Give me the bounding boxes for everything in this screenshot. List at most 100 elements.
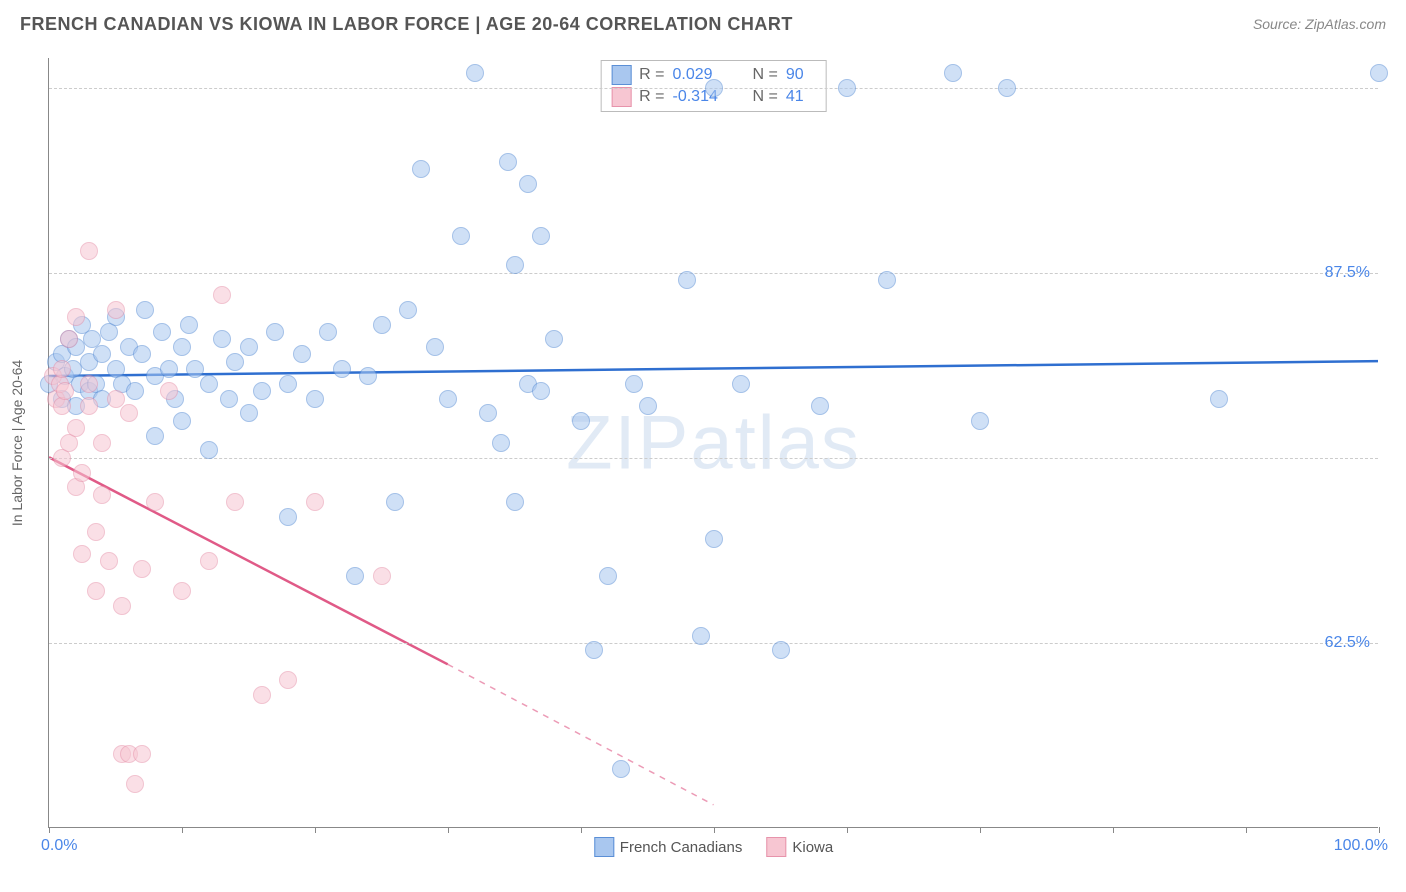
legend-label-series-2: Kiowa [792, 839, 833, 856]
data-point [1370, 64, 1388, 82]
legend-swatch-series-1 [611, 65, 631, 85]
data-point [100, 552, 118, 570]
data-point [133, 745, 151, 763]
data-point [120, 404, 138, 422]
data-point [585, 641, 603, 659]
data-point [73, 545, 91, 563]
data-point [532, 382, 550, 400]
data-point [306, 493, 324, 511]
data-point [373, 567, 391, 585]
data-point [279, 508, 297, 526]
data-point [732, 375, 750, 393]
data-point [279, 375, 297, 393]
data-point [133, 560, 151, 578]
data-point [399, 301, 417, 319]
data-point [705, 79, 723, 97]
n-value-series-1: 90 [786, 66, 816, 84]
data-point [266, 323, 284, 341]
data-point [80, 375, 98, 393]
x-tick [49, 827, 50, 833]
data-point [240, 404, 258, 422]
r-label: R = [639, 88, 664, 106]
data-point [506, 493, 524, 511]
legend-swatch-series-1 [594, 837, 614, 857]
data-point [519, 175, 537, 193]
data-point [160, 382, 178, 400]
data-point [639, 397, 657, 415]
x-tick [847, 827, 848, 833]
trend-lines [49, 58, 1378, 827]
x-tick [448, 827, 449, 833]
data-point [213, 286, 231, 304]
x-tick [1246, 827, 1247, 833]
gridline-h [49, 273, 1378, 274]
x-tick [980, 827, 981, 833]
data-point [412, 160, 430, 178]
n-label: N = [753, 66, 778, 84]
data-point [180, 316, 198, 334]
data-point [253, 382, 271, 400]
data-point [499, 153, 517, 171]
data-point [226, 353, 244, 371]
data-point [386, 493, 404, 511]
n-label: N = [753, 88, 778, 106]
data-point [678, 271, 696, 289]
data-point [186, 360, 204, 378]
data-point [200, 375, 218, 393]
chart-title: FRENCH CANADIAN VS KIOWA IN LABOR FORCE … [20, 14, 793, 35]
data-point [492, 434, 510, 452]
data-point [153, 323, 171, 341]
data-point [126, 775, 144, 793]
data-point [1210, 390, 1228, 408]
data-point [359, 367, 377, 385]
x-axis-label-max: 100.0% [1334, 837, 1388, 855]
data-point [772, 641, 790, 659]
data-point [93, 345, 111, 363]
data-point [878, 271, 896, 289]
legend-item-series-1: French Canadians [594, 837, 743, 857]
header: FRENCH CANADIAN VS KIOWA IN LABOR FORCE … [0, 0, 1406, 48]
y-tick-label: 87.5% [1325, 264, 1370, 282]
source-attribution: Source: ZipAtlas.com [1253, 16, 1386, 32]
data-point [612, 760, 630, 778]
series-legend: French Canadians Kiowa [594, 837, 833, 857]
data-point [136, 301, 154, 319]
data-point [126, 382, 144, 400]
data-point [293, 345, 311, 363]
data-point [73, 464, 91, 482]
data-point [80, 242, 98, 260]
r-value-series-2: -0.314 [673, 88, 733, 106]
data-point [572, 412, 590, 430]
data-point [998, 79, 1016, 97]
data-point [93, 434, 111, 452]
chart-container: FRENCH CANADIAN VS KIOWA IN LABOR FORCE … [0, 0, 1406, 892]
data-point [173, 338, 191, 356]
data-point [240, 338, 258, 356]
data-point [113, 597, 131, 615]
data-point [173, 582, 191, 600]
data-point [426, 338, 444, 356]
data-point [87, 582, 105, 600]
x-tick [1113, 827, 1114, 833]
data-point [107, 301, 125, 319]
data-point [439, 390, 457, 408]
data-point [93, 486, 111, 504]
data-point [971, 412, 989, 430]
data-point [479, 404, 497, 422]
legend-item-series-2: Kiowa [766, 837, 833, 857]
data-point [220, 390, 238, 408]
data-point [56, 382, 74, 400]
data-point [53, 360, 71, 378]
y-axis-label: In Labor Force | Age 20-64 [9, 359, 25, 525]
data-point [705, 530, 723, 548]
legend-swatch-series-2 [766, 837, 786, 857]
data-point [692, 627, 710, 645]
data-point [67, 419, 85, 437]
data-point [226, 493, 244, 511]
gridline-h [49, 643, 1378, 644]
data-point [133, 345, 151, 363]
data-point [200, 441, 218, 459]
x-tick [182, 827, 183, 833]
x-tick [1379, 827, 1380, 833]
n-value-series-2: 41 [786, 88, 816, 106]
